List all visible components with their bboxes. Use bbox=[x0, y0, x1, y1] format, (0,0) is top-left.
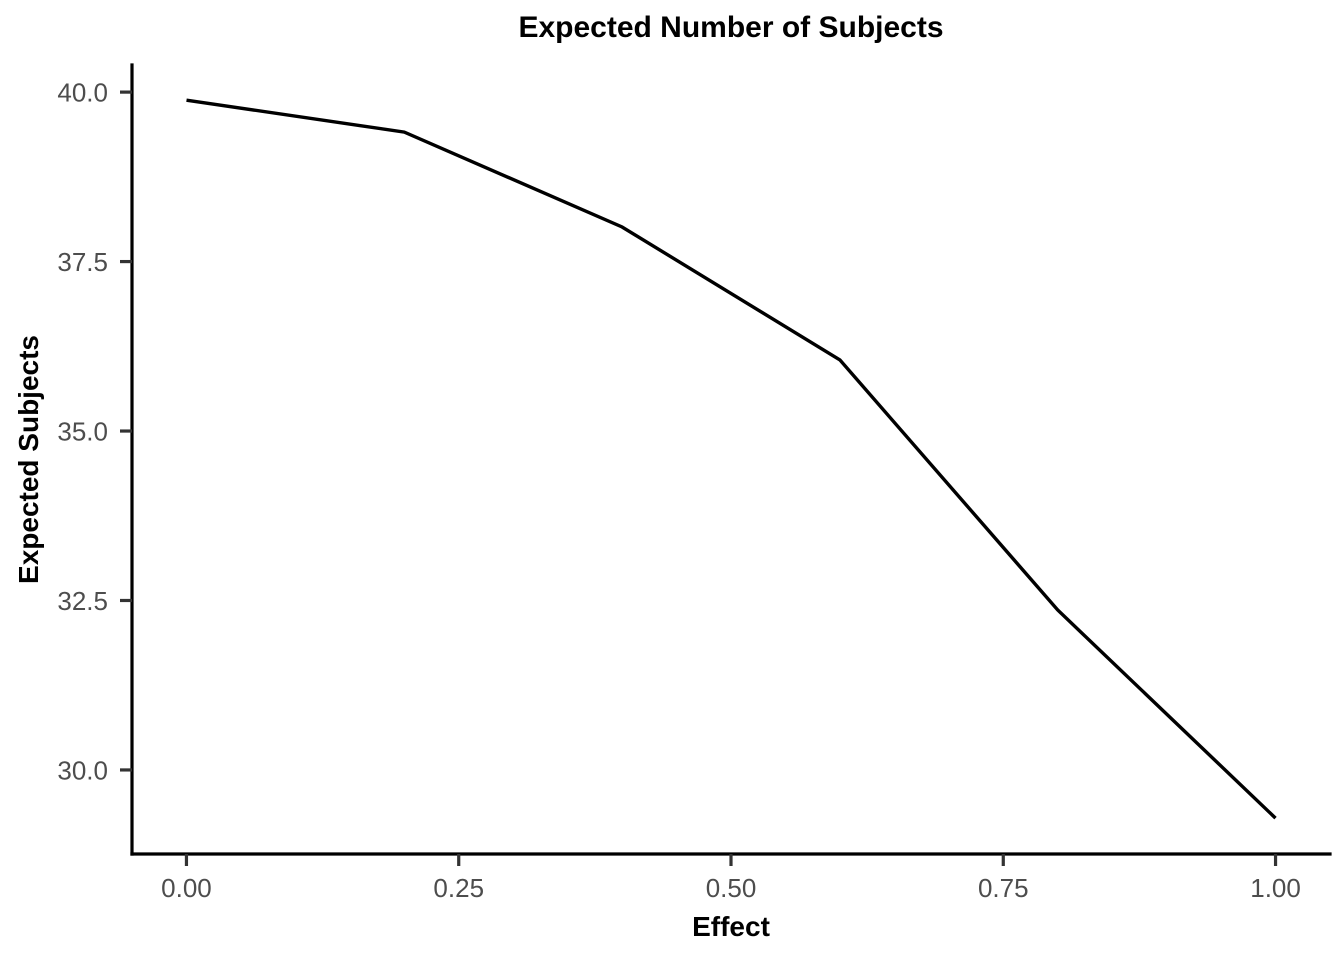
y-tick-label: 37.5 bbox=[57, 247, 108, 277]
x-axis-title: Effect bbox=[692, 911, 770, 942]
y-tick-label: 30.0 bbox=[57, 755, 108, 785]
y-axis-title: Expected Subjects bbox=[13, 335, 44, 584]
chart-title: Expected Number of Subjects bbox=[518, 11, 943, 44]
x-tick-label: 0.50 bbox=[706, 873, 757, 903]
x-tick-label: 1.00 bbox=[1250, 873, 1301, 903]
y-tick-label: 40.0 bbox=[57, 77, 108, 107]
x-tick-label: 0.00 bbox=[161, 873, 212, 903]
series-group bbox=[186, 98, 1277, 820]
y-tick-label: 32.5 bbox=[57, 586, 108, 616]
x-tick-label: 0.75 bbox=[978, 873, 1029, 903]
series-line-expected-subjects bbox=[186, 98, 1277, 820]
y-tick-label: 35.0 bbox=[57, 416, 108, 446]
x-tick-label: 0.25 bbox=[433, 873, 484, 903]
axes: 30.0 32.5 35.0 37.5 40.0 0.00 0.25 0.50 0.75 1.00 bbox=[57, 63, 1332, 903]
